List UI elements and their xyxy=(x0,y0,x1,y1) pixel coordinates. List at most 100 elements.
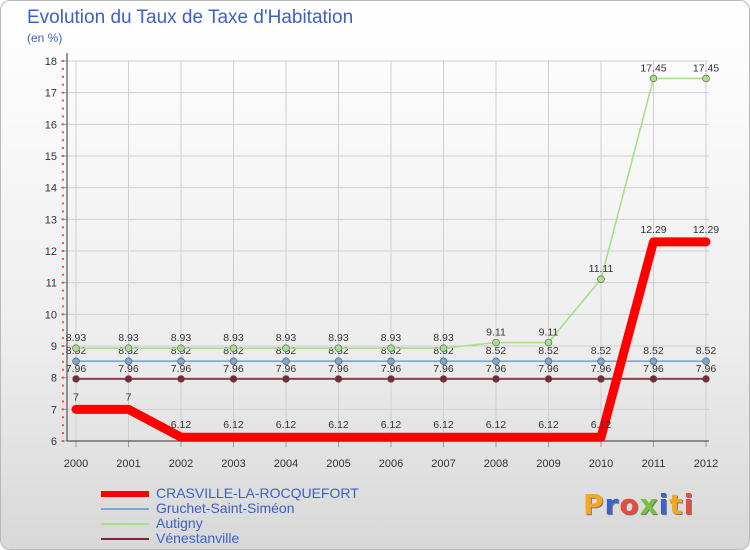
y-tick-label: 13 xyxy=(45,214,57,226)
y-minor-dot xyxy=(62,60,64,62)
x-tick-label: 2008 xyxy=(484,458,508,470)
data-label-venestanville: 7.96 xyxy=(538,363,559,375)
y-minor-dot xyxy=(62,115,64,118)
y-minor-dot xyxy=(62,360,64,363)
proxiti-logo: Proxiti xyxy=(583,488,694,521)
data-label-crasville-la-rocquefort: 6.12 xyxy=(381,419,402,431)
data-label-autigny: 11.11 xyxy=(589,263,614,275)
data-label-crasville-la-rocquefort: 6.12 xyxy=(538,419,559,431)
data-point-gruchet-saint-simeon xyxy=(177,357,185,365)
y-minor-dot xyxy=(62,131,64,134)
y-minor-dot xyxy=(62,210,64,213)
data-point-venestanville xyxy=(702,375,710,383)
data-label-autigny: 9.11 xyxy=(539,327,559,339)
data-point-venestanville xyxy=(177,375,185,383)
x-tick-label: 2005 xyxy=(326,458,350,470)
data-point-gruchet-saint-simeon xyxy=(597,357,605,365)
data-label-gruchet-saint-simeon: 8.52 xyxy=(538,345,559,357)
x-tick-label: 2006 xyxy=(379,458,403,470)
data-point-venestanville xyxy=(387,375,395,383)
data-label-autigny: 8.93 xyxy=(381,332,402,344)
data-label-autigny: 9.11 xyxy=(486,327,506,339)
x-tick-label: 2009 xyxy=(536,458,560,470)
y-minor-dot xyxy=(62,297,64,300)
data-label-autigny: 8.93 xyxy=(223,332,244,344)
data-point-autigny xyxy=(334,344,343,352)
data-label-venestanville: 7.96 xyxy=(276,363,297,375)
data-point-venestanville xyxy=(597,375,605,383)
logo-letter: P xyxy=(583,488,605,521)
y-minor-dot xyxy=(62,139,64,142)
y-tick-label: 16 xyxy=(45,119,57,131)
y-minor-dot xyxy=(62,194,64,197)
data-label-autigny: 8.93 xyxy=(66,332,87,344)
data-point-gruchet-saint-simeon xyxy=(72,357,80,365)
y-tick-label: 18 xyxy=(45,56,57,68)
y-minor-dot xyxy=(62,202,64,205)
x-tick-label: 2010 xyxy=(589,458,613,470)
y-minor-dot xyxy=(62,432,64,435)
y-minor-dot xyxy=(62,257,64,260)
legend-swatch-autigny xyxy=(101,523,149,525)
y-minor-dot xyxy=(62,265,64,268)
data-label-crasville-la-rocquefort: 6.12 xyxy=(276,419,297,431)
data-point-gruchet-saint-simeon xyxy=(334,357,343,365)
y-minor-dot xyxy=(62,321,64,324)
y-minor-dot xyxy=(62,186,64,189)
data-label-autigny: 8.93 xyxy=(118,332,139,344)
x-tick-label: 2001 xyxy=(116,458,140,470)
y-tick-label: 9 xyxy=(51,341,57,353)
y-minor-dot xyxy=(62,384,64,387)
y-tick-label: 15 xyxy=(45,151,57,163)
y-minor-dot xyxy=(62,337,64,340)
data-label-crasville-la-rocquefort: 6.12 xyxy=(223,419,244,431)
legend-label-venestanville: Vénestanville xyxy=(156,530,240,546)
y-tick-label: 11 xyxy=(46,278,57,290)
x-tick-label: 2012 xyxy=(694,458,718,470)
y-tick-label: 6 xyxy=(51,436,57,448)
x-tick-label: 2004 xyxy=(274,458,298,470)
data-label-venestanville: 7.96 xyxy=(171,363,192,375)
data-label-autigny: 17.45 xyxy=(640,62,666,74)
legend-label-autigny: Autigny xyxy=(156,515,203,531)
y-minor-dot xyxy=(62,178,64,181)
data-point-gruchet-saint-simeon xyxy=(124,357,133,365)
logo-letter: i xyxy=(658,488,670,521)
data-label-crasville-la-rocquefort: 7 xyxy=(126,391,132,403)
data-point-autigny xyxy=(229,344,238,352)
y-minor-dot xyxy=(62,416,64,419)
x-tick-label: 2002 xyxy=(169,458,193,470)
data-label-venestanville: 7.96 xyxy=(118,363,139,375)
y-minor-dot xyxy=(62,218,64,221)
data-point-venestanville xyxy=(282,375,290,383)
y-minor-dot xyxy=(62,155,64,157)
y-minor-dot xyxy=(62,392,64,395)
y-minor-dot xyxy=(62,273,64,276)
y-tick-label: 17 xyxy=(45,88,57,100)
data-point-gruchet-saint-simeon xyxy=(387,357,395,365)
y-tick-label: 10 xyxy=(45,309,57,321)
data-label-autigny: 17.45 xyxy=(693,62,719,74)
legend-swatch-venestanville xyxy=(101,538,149,540)
y-tick-label: 14 xyxy=(45,183,57,195)
y-minor-dot xyxy=(62,376,64,379)
data-point-gruchet-saint-simeon xyxy=(439,357,448,365)
data-label-venestanville: 7.96 xyxy=(696,363,717,375)
data-point-gruchet-saint-simeon xyxy=(649,357,658,365)
data-point-venestanville xyxy=(124,375,133,383)
y-minor-dot xyxy=(62,83,64,86)
data-point-gruchet-saint-simeon xyxy=(229,357,238,365)
legend-swatch-crasville xyxy=(101,491,149,497)
y-minor-dot xyxy=(62,368,64,371)
data-label-crasville-la-rocquefort: 6.12 xyxy=(433,419,454,431)
y-minor-dot xyxy=(62,352,64,355)
data-point-autigny xyxy=(177,344,185,352)
data-point-venestanville xyxy=(649,375,658,383)
y-minor-dot xyxy=(62,234,64,237)
y-minor-dot xyxy=(62,147,64,150)
data-point-venestanville xyxy=(544,375,553,383)
data-point-autigny xyxy=(72,344,80,352)
logo-letter: r xyxy=(604,488,620,521)
y-minor-dot xyxy=(62,107,64,110)
